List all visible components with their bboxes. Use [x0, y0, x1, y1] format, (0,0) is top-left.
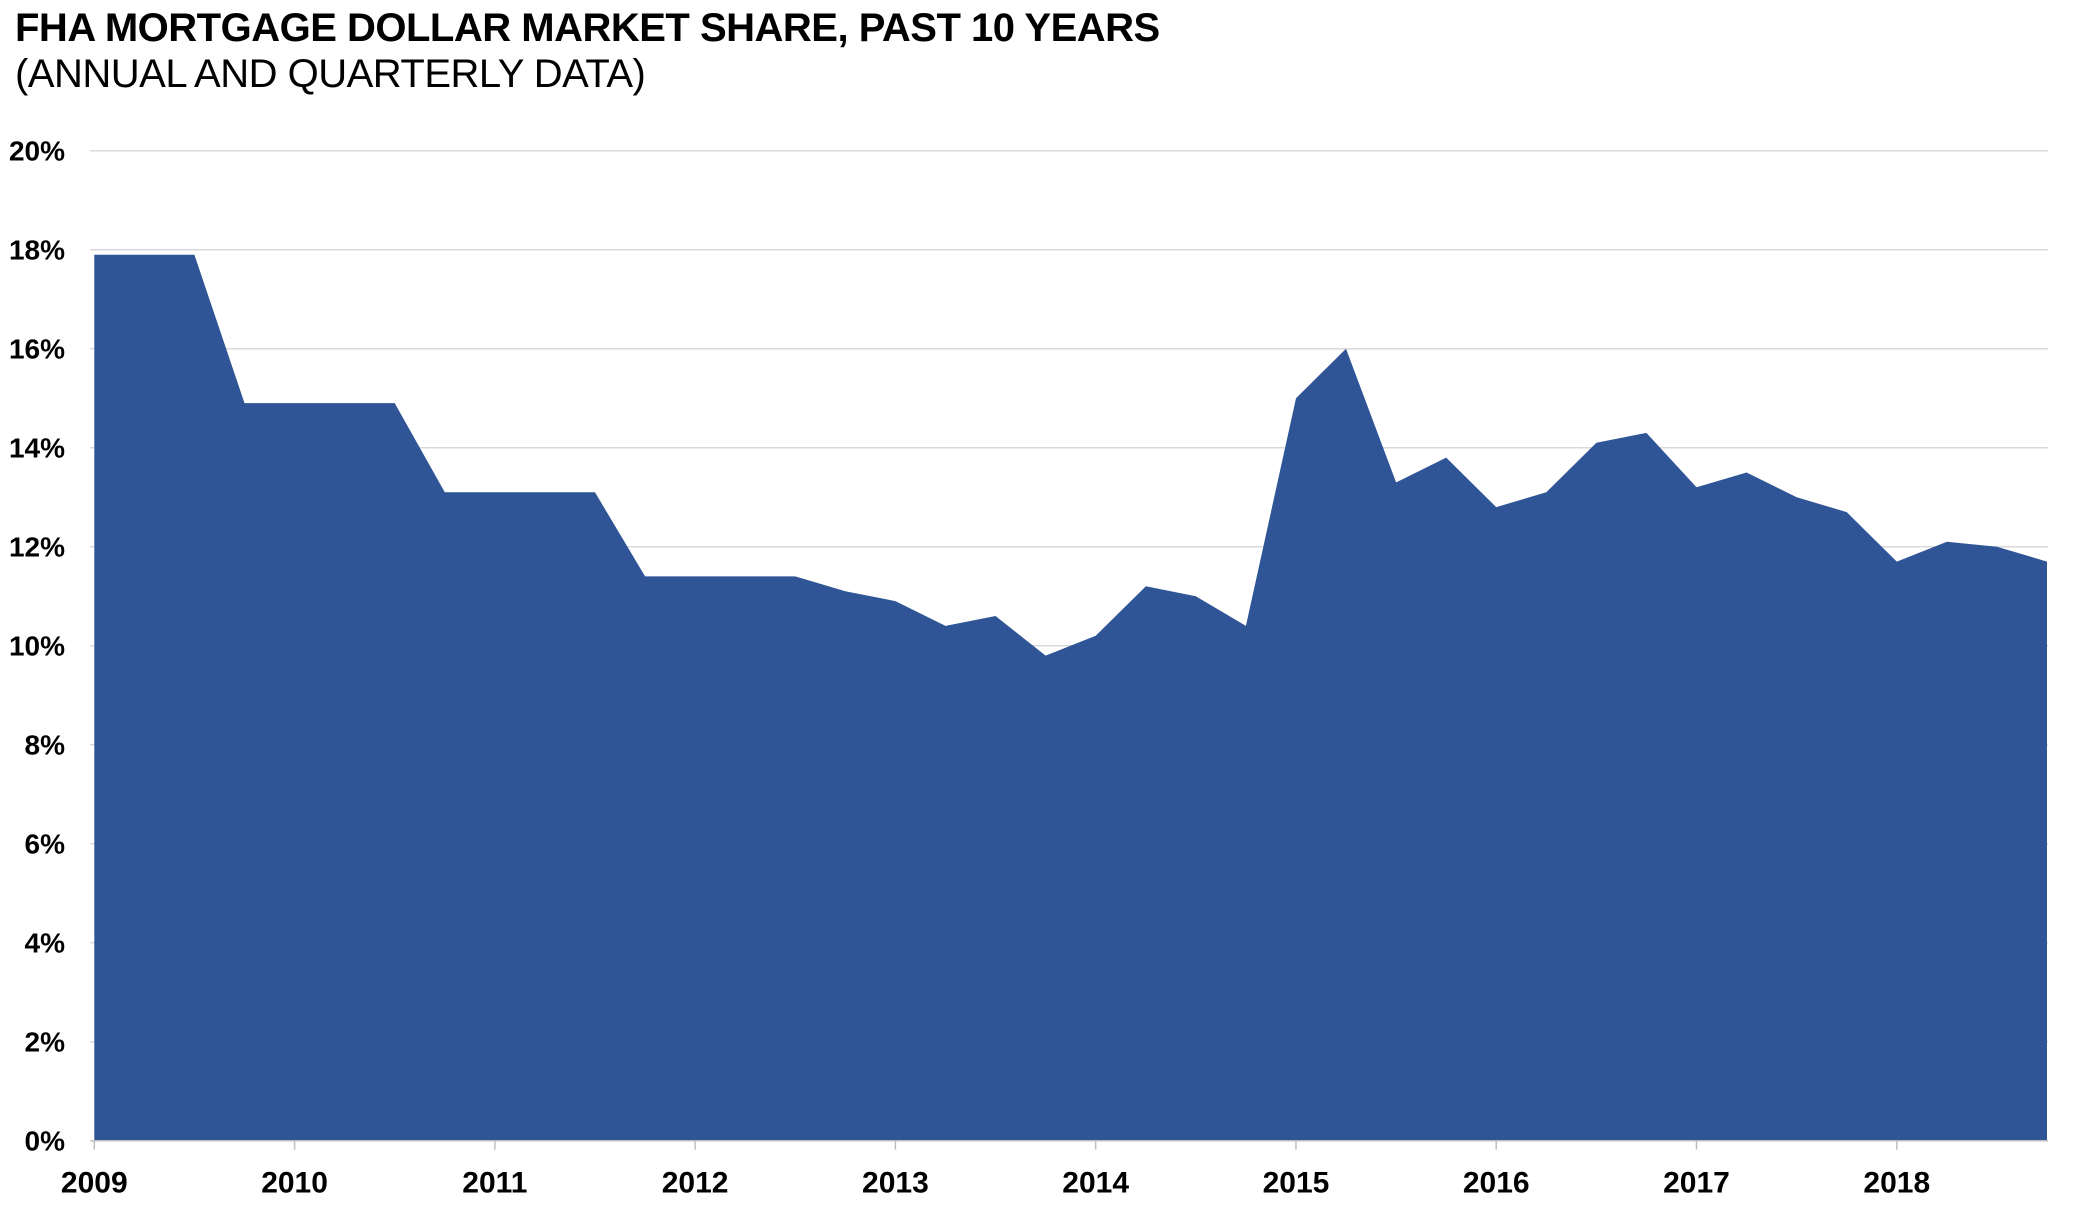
x-axis-label: 2015 [1263, 1167, 1330, 1200]
x-axis-label: 2017 [1663, 1167, 1730, 1200]
chart-subtitle: (ANNUAL AND QUARTERLY DATA) [15, 52, 646, 96]
x-axis-label: 2016 [1463, 1167, 1530, 1200]
y-axis-label: 18% [9, 235, 65, 266]
x-axis-label: 2010 [261, 1167, 328, 1200]
y-axis-label: 12% [9, 532, 65, 563]
area-series [94, 254, 2047, 1141]
x-axis-label: 2018 [1863, 1167, 1930, 1200]
y-axis-label: 20% [9, 136, 65, 167]
y-axis-label: 8% [25, 730, 66, 761]
y-axis-label: 10% [9, 631, 65, 662]
y-axis-label: 14% [9, 433, 65, 464]
chart-title: FHA MORTGAGE DOLLAR MARKET SHARE, PAST 1… [15, 6, 1160, 50]
y-axis-label: 16% [9, 334, 65, 365]
x-axis-label: 2014 [1062, 1167, 1129, 1200]
x-axis-label: 2013 [862, 1167, 929, 1200]
x-axis-label: 2012 [662, 1167, 729, 1200]
y-axis-label: 4% [25, 928, 66, 959]
y-axis-label: 6% [25, 829, 66, 860]
x-axis-label: 2011 [462, 1167, 527, 1200]
y-axis-label: 0% [25, 1126, 66, 1157]
x-axis-label: 2009 [61, 1167, 128, 1200]
y-axis-label: 2% [25, 1027, 66, 1058]
